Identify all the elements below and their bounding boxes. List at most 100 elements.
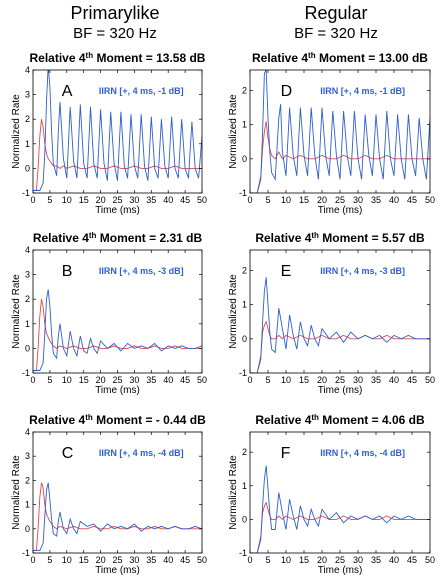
y-tick-label: -1 bbox=[239, 548, 247, 558]
x-tick-label: 25 bbox=[335, 375, 345, 385]
panel-letter: F bbox=[281, 445, 291, 462]
panel-title-prefix: Relative 4 bbox=[255, 231, 311, 245]
x-tick-label: 0 bbox=[30, 375, 35, 385]
x-tick-label: 40 bbox=[163, 375, 173, 385]
series-line-blue bbox=[250, 465, 430, 553]
y-tick-label: -1 bbox=[22, 368, 30, 378]
x-tick-label: 50 bbox=[197, 195, 207, 205]
chart-panel-a: Relative 4th Moment = 13.58 dB0 5 10 15 20 25… bbox=[11, 51, 207, 217]
panel-title-suffix: Moment = 4.06 dB bbox=[319, 413, 425, 427]
x-tick-label: 5 bbox=[265, 195, 270, 205]
x-tick-label: 30 bbox=[129, 555, 139, 565]
series-line-red bbox=[250, 121, 430, 193]
y-tick-label: 0 bbox=[25, 343, 30, 353]
legend-label: IIRN [+, 4 ms, -1 dB] bbox=[320, 86, 405, 96]
panel-letter: E bbox=[281, 263, 292, 280]
x-axis-label: Time (ms) bbox=[318, 385, 363, 396]
y-tick-label: 2 bbox=[242, 447, 247, 457]
x-axis-label: Time (ms) bbox=[95, 205, 140, 216]
panel-letter: A bbox=[62, 83, 73, 100]
x-tick-label: 20 bbox=[96, 555, 106, 565]
x-tick-label: 35 bbox=[371, 375, 381, 385]
x-tick-label: 10 bbox=[281, 375, 291, 385]
chart-panel-e: Relative 4th Moment = 5.57 dB0 5 10 15 20 25 3… bbox=[228, 231, 435, 397]
x-tick-label: 20 bbox=[96, 195, 106, 205]
x-tick-label: 15 bbox=[79, 195, 89, 205]
x-tick-label: 35 bbox=[146, 555, 156, 565]
legend-label: IIRN [+, 4 ms, -4 dB] bbox=[99, 448, 184, 458]
y-axis-label: Normalized Rate bbox=[228, 274, 239, 349]
y-tick-label: 2 bbox=[242, 266, 247, 276]
panel-title-suffix: Moment = 5.57 dB bbox=[319, 231, 425, 245]
x-tick-label: 15 bbox=[79, 555, 89, 565]
series-line-blue bbox=[33, 482, 202, 552]
x-tick-label: 50 bbox=[197, 555, 207, 565]
x-tick-label: 50 bbox=[425, 375, 435, 385]
y-axis-label: Normalized Rate bbox=[11, 455, 22, 530]
y-tick-label: 0 bbox=[242, 334, 247, 344]
column-name: Primarylike bbox=[70, 3, 160, 23]
panel-title: Relative 4th Moment = 13.00 dB bbox=[252, 51, 428, 66]
x-axis-label: Time (ms) bbox=[95, 565, 140, 576]
column-bf: BF = 320 Hz bbox=[73, 25, 157, 42]
panel-title-sup: th bbox=[86, 51, 94, 60]
series-line-blue bbox=[250, 70, 430, 193]
series-line-blue bbox=[250, 277, 430, 373]
x-tick-label: 0 bbox=[30, 195, 35, 205]
x-tick-label: 45 bbox=[180, 195, 190, 205]
y-axis-label: Normalized Rate bbox=[11, 274, 22, 349]
x-tick-label: 20 bbox=[317, 195, 327, 205]
x-tick-label: 0 bbox=[247, 195, 252, 205]
y-tick-label: 1 bbox=[242, 120, 247, 130]
y-tick-label: 2 bbox=[25, 114, 30, 124]
panel-title: Relative 4th Moment = - 0.44 dB bbox=[29, 413, 206, 428]
panel-title: Relative 4th Moment = 4.06 dB bbox=[255, 413, 425, 428]
panel-title: Relative 4th Moment = 5.57 dB bbox=[255, 231, 425, 246]
y-tick-label: 0 bbox=[25, 163, 30, 173]
x-tick-label: 0 bbox=[30, 555, 35, 565]
x-tick-label: 10 bbox=[62, 195, 72, 205]
panel-title-suffix: Moment = 13.00 dB bbox=[316, 51, 429, 65]
panel-letter: D bbox=[281, 83, 293, 100]
x-axis-label: Time (ms) bbox=[318, 205, 363, 216]
x-tick-label: 50 bbox=[425, 555, 435, 565]
x-tick-label: 25 bbox=[112, 555, 122, 565]
x-tick-label: 35 bbox=[371, 555, 381, 565]
x-tick-label: 5 bbox=[47, 195, 52, 205]
series-line-red bbox=[33, 299, 202, 371]
y-tick-label: 2 bbox=[25, 475, 30, 485]
y-tick-label: 4 bbox=[25, 245, 30, 255]
y-tick-label: 0 bbox=[242, 154, 247, 164]
series-line-red bbox=[250, 320, 430, 373]
x-tick-label: 45 bbox=[407, 195, 417, 205]
x-tick-label: 10 bbox=[62, 375, 72, 385]
panel-title-sup: th bbox=[89, 231, 97, 240]
y-tick-label: 2 bbox=[242, 86, 247, 96]
x-tick-label: 0 bbox=[247, 375, 252, 385]
x-tick-label: 25 bbox=[335, 555, 345, 565]
x-tick-label: 30 bbox=[353, 195, 363, 205]
x-tick-label: 45 bbox=[180, 375, 190, 385]
y-tick-label: 4 bbox=[25, 427, 30, 437]
y-tick-label: 3 bbox=[25, 451, 30, 461]
y-axis-label: Normalized Rate bbox=[228, 94, 239, 169]
x-tick-label: 40 bbox=[163, 555, 173, 565]
x-tick-label: 10 bbox=[281, 195, 291, 205]
x-tick-label: 40 bbox=[389, 375, 399, 385]
x-tick-label: 15 bbox=[299, 555, 309, 565]
x-tick-label: 30 bbox=[129, 195, 139, 205]
x-tick-label: 50 bbox=[197, 375, 207, 385]
x-tick-label: 25 bbox=[335, 195, 345, 205]
column-title-primarylike: Primarylike BF = 320 Hz bbox=[5, 2, 225, 44]
x-tick-label: 5 bbox=[47, 555, 52, 565]
chart-panel-f: Relative 4th Moment = 4.06 dB0 5 10 15 20 25 3… bbox=[228, 413, 435, 576]
y-tick-label: 1 bbox=[25, 319, 30, 329]
y-tick-label: 0 bbox=[242, 514, 247, 524]
legend-label: IIRN [+, 4 ms, -1 dB] bbox=[99, 86, 184, 96]
x-tick-label: 20 bbox=[317, 375, 327, 385]
legend-label: IIRN [+, 4 ms, -3 dB] bbox=[320, 266, 405, 276]
y-axis-label: Normalized Rate bbox=[228, 455, 239, 530]
panel-title: Relative 4th Moment = 2.31 dB bbox=[33, 231, 203, 246]
y-axis-label: Normalized Rate bbox=[11, 94, 22, 169]
x-tick-label: 40 bbox=[389, 555, 399, 565]
